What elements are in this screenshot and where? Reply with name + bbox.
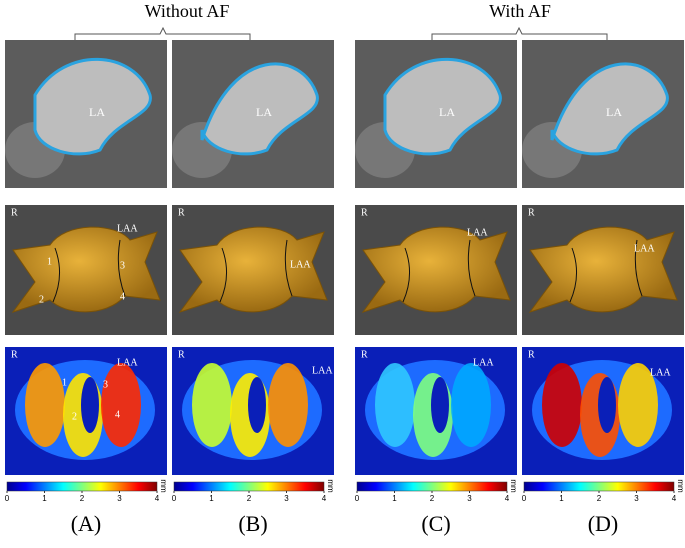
colorbar-tick-label: 0 xyxy=(5,494,10,503)
render-label: LAA xyxy=(467,227,488,238)
colorbar-tick-label: 2 xyxy=(597,494,602,503)
map-label: 3 xyxy=(103,379,108,390)
ct-label: LA xyxy=(256,105,272,119)
map-label: LAA xyxy=(650,367,671,378)
map-label: 1 xyxy=(62,377,67,388)
group-title: Without AF xyxy=(145,1,230,21)
map-label: R xyxy=(11,349,18,360)
map-label: 4 xyxy=(115,409,120,420)
map-region xyxy=(542,363,582,447)
colorbar-tick-label: 2 xyxy=(80,494,85,503)
colorbar-tick-label: 1 xyxy=(209,494,214,503)
colorbar-tick-label: 4 xyxy=(505,494,510,503)
ostium-line xyxy=(219,239,293,303)
map-region xyxy=(451,363,491,447)
render-label: 1 xyxy=(47,256,52,267)
map-label: LAA xyxy=(312,365,333,376)
colorbar-tick-label: 1 xyxy=(392,494,397,503)
ct-label: LA xyxy=(89,105,105,119)
panel-label: (D) xyxy=(588,511,619,536)
colorbar-tick-label: 2 xyxy=(247,494,252,503)
map-label: R xyxy=(178,349,185,360)
colorbar-unit: mm xyxy=(159,479,168,493)
colorbar xyxy=(356,481,508,492)
render-label: LAA xyxy=(117,223,138,234)
map-region xyxy=(268,363,308,447)
map-hole xyxy=(248,377,266,433)
colorbar-tick-label: 0 xyxy=(522,494,527,503)
map-hole xyxy=(81,377,99,433)
colorbar-tick-label: 1 xyxy=(559,494,564,503)
colorbar-tick-label: 3 xyxy=(117,494,122,503)
colorbar-tick-label: 4 xyxy=(155,494,160,503)
bracket xyxy=(74,26,251,42)
render-label: R xyxy=(361,207,368,218)
colorbar-tick-label: 2 xyxy=(430,494,435,503)
panel-label: (B) xyxy=(238,511,267,536)
render-label: LAA xyxy=(290,259,311,270)
colorbar xyxy=(523,481,675,492)
map-label: R xyxy=(528,349,535,360)
ostium-line xyxy=(569,239,643,303)
colorbar-tick-label: 4 xyxy=(322,494,327,503)
colorbar-tick-label: 1 xyxy=(42,494,47,503)
ostium-line xyxy=(52,239,126,303)
la-outline xyxy=(550,62,669,156)
colorbar-tick-label: 3 xyxy=(284,494,289,503)
render-label: R xyxy=(528,207,535,218)
colorbar-unit: mm xyxy=(326,479,335,493)
colorbar-unit: mm xyxy=(509,479,518,493)
ostium-line xyxy=(402,239,476,303)
map-region xyxy=(192,363,232,447)
colorbar-tick-label: 4 xyxy=(672,494,677,503)
render-label: 4 xyxy=(120,291,125,302)
la-outline xyxy=(200,62,319,156)
render-label: 2 xyxy=(39,294,44,305)
map-label: LAA xyxy=(117,357,138,368)
ct-label: LA xyxy=(606,105,622,119)
colorbar xyxy=(173,481,325,492)
map-label: R xyxy=(361,349,368,360)
render-label: R xyxy=(11,207,18,218)
map-region xyxy=(25,363,65,447)
map-region xyxy=(375,363,415,447)
colorbar-tick-label: 3 xyxy=(634,494,639,503)
map-region xyxy=(618,363,658,447)
colorbar-tick-label: 3 xyxy=(467,494,472,503)
colorbar-tick-label: 0 xyxy=(172,494,177,503)
map-label: LAA xyxy=(473,357,494,368)
group-title: With AF xyxy=(489,1,551,21)
ct-label: LA xyxy=(439,105,455,119)
map-label: 2 xyxy=(72,411,77,422)
bracket xyxy=(431,26,608,42)
map-hole xyxy=(598,377,616,433)
panel-label: (A) xyxy=(71,511,102,536)
colorbar xyxy=(6,481,158,492)
render-label: LAA xyxy=(634,243,655,254)
la-outline xyxy=(33,57,152,156)
map-hole xyxy=(431,377,449,433)
la-outline xyxy=(383,57,502,156)
colorbar-unit: mm xyxy=(676,479,685,493)
map-region xyxy=(101,363,141,447)
panel-label: (C) xyxy=(421,511,450,536)
colorbar-tick-label: 0 xyxy=(355,494,360,503)
render-label: 3 xyxy=(120,260,125,271)
render-label: R xyxy=(178,207,185,218)
